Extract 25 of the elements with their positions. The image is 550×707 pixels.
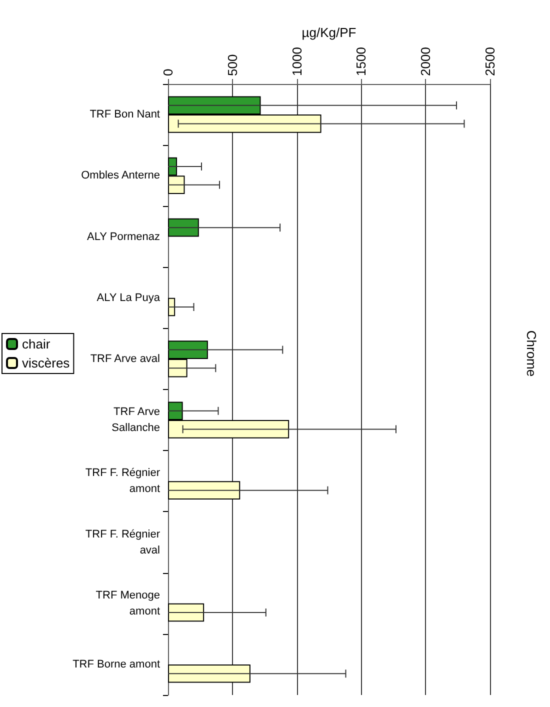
bar [168,218,199,237]
x-tick-label: 0 [160,68,176,76]
y-tick-label: Ombles Anterne [81,170,160,182]
y-tick-label: TRF Arve aval [90,352,160,365]
x-tick-label: 2500 [482,47,498,76]
legend-label: viscères [22,356,70,370]
legend-label: chair [22,336,51,352]
bar [168,664,250,683]
x-tick-label: 1500 [354,47,369,76]
x-tick-label: 500 [224,54,240,76]
bar [168,603,204,622]
y-tick-label: TRF Arve Sallanche [112,406,160,434]
x-axis-title: µg/Kg/PF [302,25,356,40]
y-tick-label: ALY Pormenaz [87,230,160,243]
y-tick-label: TRF Borne amont [72,658,160,670]
bar [168,481,240,500]
y-tick-label: TRF F. Régnier amont [85,467,160,496]
x-tick-label: 2000 [418,47,434,76]
bar [168,298,176,316]
y-tick-label: TRF Bon Nant [90,108,160,121]
y-tick-label: ALY La Puya [96,292,161,304]
text: Chrome [524,330,539,377]
y-tick-label: TRF F. Régnier aval [85,528,160,556]
y-tick-label: TRF Menoge amont [96,589,160,618]
x-tick-label: 1000 [289,47,304,76]
